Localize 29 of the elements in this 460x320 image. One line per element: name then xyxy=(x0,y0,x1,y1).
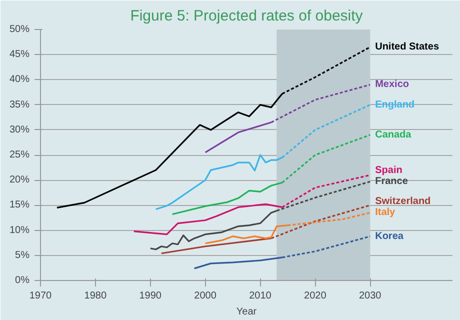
series-label: Mexico xyxy=(375,79,410,90)
y-tick-label: 40% xyxy=(9,74,30,86)
x-tick-label: 2000 xyxy=(194,290,217,302)
y-tick-label: 30% xyxy=(9,124,30,136)
x-tick-label: 1990 xyxy=(139,290,162,302)
y-tick-label: 25% xyxy=(9,150,30,160)
x-axis-title: Year xyxy=(236,306,258,318)
series-label: France xyxy=(375,176,408,188)
series-label: England xyxy=(375,99,415,110)
x-tick-label: 2010 xyxy=(249,290,272,302)
series-label: Italy xyxy=(375,207,396,218)
y-tick-label: 5% xyxy=(15,250,30,261)
y-tick-label: 20% xyxy=(9,174,30,186)
x-tick-label: 1980 xyxy=(84,290,107,302)
x-tick-label: 1970 xyxy=(29,290,52,302)
y-tick-label: 35% xyxy=(9,99,30,110)
series-label: Canada xyxy=(375,129,412,140)
series-label: Spain xyxy=(375,165,402,176)
y-tick-label: 50% xyxy=(9,24,30,35)
y-tick-label: 10% xyxy=(9,224,30,236)
x-tick-label: 2030 xyxy=(358,290,382,302)
series-label: Switzerland xyxy=(375,196,431,208)
series-label: Korea xyxy=(375,230,404,242)
series-label: United States xyxy=(375,42,440,53)
y-tick-label: 45% xyxy=(9,49,30,60)
chart-title: Figure 5: Projected rates of obesity xyxy=(130,8,364,24)
x-tick-label: 2020 xyxy=(304,290,327,302)
y-tick-label: 0% xyxy=(15,275,30,286)
y-tick-label: 15% xyxy=(9,200,30,211)
